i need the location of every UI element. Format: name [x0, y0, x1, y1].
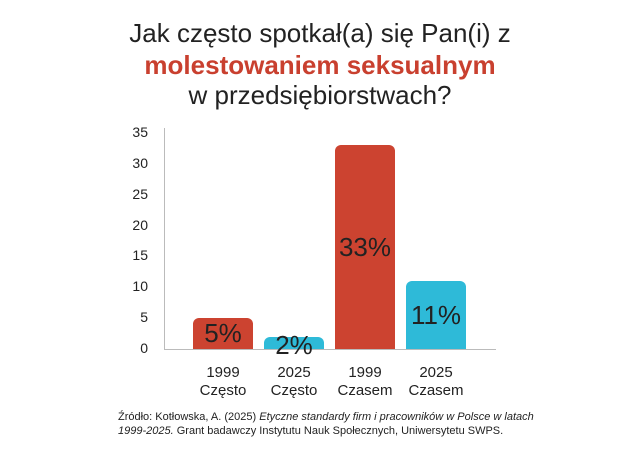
category-frequency: Często	[270, 382, 318, 399]
y-tick-label: 5	[140, 309, 148, 326]
bar-value-label: 2%	[275, 330, 313, 361]
bar: 5%	[193, 318, 253, 349]
title-line-2-highlight: molestowaniem seksualnym	[144, 50, 496, 80]
y-tick-label: 25	[132, 185, 148, 202]
title-line-3: w przedsiębiorstwach?	[188, 80, 452, 110]
source-title: Etyczne standardy firm i pracowników w P…	[118, 411, 534, 437]
category-year: 2025	[277, 364, 311, 381]
bar: 11%	[406, 281, 466, 349]
x-axis-line	[164, 349, 496, 350]
source-note: Źródło: Kotłowska, A. (2025) Etyczne sta…	[118, 410, 538, 438]
y-axis-line	[164, 128, 165, 350]
bar: 33%	[335, 145, 395, 349]
title-line-1: Jak często spotkał(a) się Pan(i) z	[129, 18, 511, 48]
bar-value-label: 11%	[410, 299, 462, 330]
category-year: 2025	[419, 364, 453, 381]
source-prefix: Źródło: Kotłowska, A. (2025)	[118, 411, 260, 423]
x-category-label: 1999 Często	[183, 364, 263, 400]
x-category-label: 2025 Czasem	[396, 364, 476, 400]
bar: 2%	[264, 330, 324, 360]
bar-value-label: 33%	[338, 231, 392, 262]
category-year: 1999	[206, 364, 240, 381]
y-tick-label: 30	[132, 154, 148, 171]
y-tick-label: 0	[140, 340, 148, 356]
category-frequency: Często	[199, 382, 247, 399]
x-category-label: 2025 Często	[254, 364, 334, 400]
source-suffix: Grant badawczy Instytutu Nauk Społecznyc…	[173, 425, 504, 437]
category-frequency: Czasem	[408, 382, 464, 399]
y-tick-label: 35	[132, 124, 148, 141]
x-category-label: 1999 Czasem	[325, 364, 405, 400]
y-tick-label: 15	[132, 247, 148, 264]
category-frequency: Czasem	[337, 382, 393, 399]
bar-value-label: 5%	[204, 318, 242, 349]
y-tick-label: 10	[132, 278, 148, 295]
category-year: 1999	[348, 364, 382, 381]
y-tick-label: 20	[132, 216, 148, 233]
